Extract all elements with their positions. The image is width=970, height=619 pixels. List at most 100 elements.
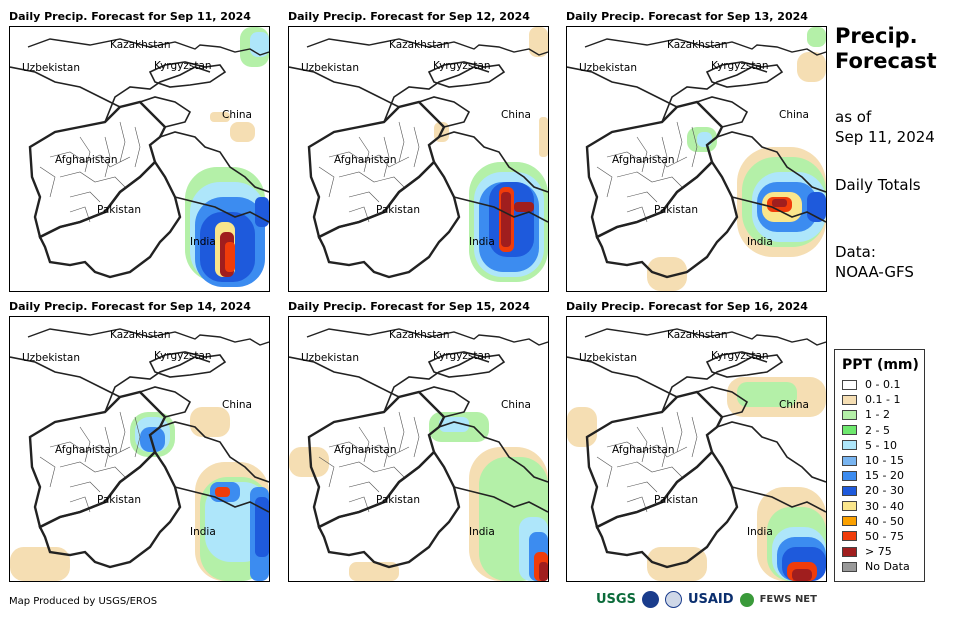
precip-area xyxy=(215,487,230,497)
province-boundaries xyxy=(596,411,698,513)
precip-area xyxy=(514,202,534,212)
country-label-china: China xyxy=(501,399,531,411)
legend-item: 0 - 0.1 xyxy=(842,377,924,392)
legend-label: 1 - 2 xyxy=(865,408,890,422)
partner-logos: USGS USAID FEWS NET xyxy=(596,591,817,608)
panel-title-4: Daily Precip. Forecast for Sep 14, 2024 xyxy=(9,300,251,313)
country-label-kyrgyzstan: Kyrgyzstan xyxy=(154,60,212,72)
legend-item: 5 - 10 xyxy=(842,438,924,453)
legend-label: 10 - 15 xyxy=(865,454,904,468)
panel-title-5: Daily Precip. Forecast for Sep 15, 2024 xyxy=(288,300,530,313)
province-boundaries xyxy=(596,121,698,223)
country-label-kazakhstan: Kazakhstan xyxy=(389,329,450,341)
country-label-afghanistan: Afghanistan xyxy=(334,154,397,166)
panel-title-3: Daily Precip. Forecast for Sep 13, 2024 xyxy=(566,10,808,23)
country-label-kyrgyzstan: Kyrgyzstan xyxy=(711,60,769,72)
country-label-pakistan: Pakistan xyxy=(97,204,141,216)
precip-area xyxy=(697,132,712,147)
country-border xyxy=(289,66,490,128)
legend-swatch xyxy=(842,470,857,481)
usgs-logo: USGS xyxy=(596,592,636,607)
legend-swatch xyxy=(842,531,857,542)
daily-totals-label: Daily Totals xyxy=(835,176,921,194)
country-label-uzbekistan: Uzbekistan xyxy=(22,352,80,364)
country-label-china: China xyxy=(501,109,531,121)
country-label-pakistan: Pakistan xyxy=(376,204,420,216)
precip-area xyxy=(772,199,787,207)
legend-swatch xyxy=(842,440,857,451)
as-of-date: as of Sep 11, 2024 xyxy=(835,107,935,147)
country-border xyxy=(317,450,461,569)
country-border xyxy=(317,160,461,279)
country-label-china: China xyxy=(779,399,809,411)
country-border xyxy=(28,390,167,529)
country-border xyxy=(585,390,724,529)
precip-area xyxy=(349,562,399,581)
province-boundaries xyxy=(39,121,141,223)
as-of-label: as of xyxy=(835,108,872,126)
country-border xyxy=(438,131,548,223)
precip-area xyxy=(255,197,269,227)
country-label-india: India xyxy=(190,236,216,248)
map-canvas: Kazakhstan Uzbekistan Kyrgyzstan China Afgha… xyxy=(289,328,548,581)
precip-area xyxy=(737,382,797,407)
legend-item: 40 - 50 xyxy=(842,514,924,529)
country-label-kyrgyzstan: Kyrgyzstan xyxy=(711,350,769,362)
map-canvas: Kazakhstan Uzbekistan Kyrgyzstan China Afgha… xyxy=(10,328,269,581)
country-label-kazakhstan: Kazakhstan xyxy=(667,39,728,51)
country-label-china: China xyxy=(222,399,252,411)
precip-area xyxy=(210,112,230,122)
panel-title-6: Daily Precip. Forecast for Sep 16, 2024 xyxy=(566,300,808,313)
precip-area xyxy=(792,569,812,581)
legend-item: 20 - 30 xyxy=(842,483,924,498)
country-label-kyrgyzstan: Kyrgyzstan xyxy=(433,60,491,72)
legend-swatch xyxy=(842,409,857,420)
forecast-map-sep-14: Kazakhstan Uzbekistan Kyrgyzstan China Afgha… xyxy=(9,316,270,582)
precip-area xyxy=(807,27,826,47)
country-label-kazakhstan: Kazakhstan xyxy=(389,39,450,51)
legend-label: 5 - 10 xyxy=(865,438,897,452)
footer-credit: Map Produced by USGS/EROS xyxy=(9,596,158,607)
country-label-pakistan: Pakistan xyxy=(654,494,698,506)
panel-title-1: Daily Precip. Forecast for Sep 11, 2024 xyxy=(9,10,251,23)
country-label-afghanistan: Afghanistan xyxy=(612,154,675,166)
legend-item: 1 - 2 xyxy=(842,407,924,422)
legend-label: > 75 xyxy=(865,545,892,559)
country-border xyxy=(716,131,826,223)
country-label-afghanistan: Afghanistan xyxy=(55,444,118,456)
legend-item: 50 - 75 xyxy=(842,529,924,544)
precip-area xyxy=(255,497,269,557)
country-label-india: India xyxy=(469,526,495,538)
legend-swatch xyxy=(842,546,857,557)
panel-title-2: Daily Precip. Forecast for Sep 12, 2024 xyxy=(288,10,530,23)
kazakhstan-border xyxy=(584,38,826,56)
precip-area xyxy=(797,52,826,82)
country-border xyxy=(28,100,167,239)
usaid-logo: USAID xyxy=(687,592,734,607)
precip-area xyxy=(567,407,597,447)
country-border xyxy=(10,66,211,128)
precip-area xyxy=(529,27,548,57)
country-label-uzbekistan: Uzbekistan xyxy=(579,352,637,364)
legend-swatch xyxy=(842,501,857,512)
country-label-india: India xyxy=(469,236,495,248)
province-boundaries xyxy=(39,411,141,513)
forecast-map-sep-12: Kazakhstan Uzbekistan Kyrgyzstan China Afgha… xyxy=(288,26,549,292)
country-label-kazakhstan: Kazakhstan xyxy=(110,329,171,341)
country-label-kyrgyzstan: Kyrgyzstan xyxy=(154,350,212,362)
kazakhstan-border xyxy=(306,328,548,346)
province-boundaries xyxy=(318,411,420,513)
legend-item: 15 - 20 xyxy=(842,468,924,483)
country-border xyxy=(307,100,446,239)
country-label-china: China xyxy=(222,109,252,121)
legend-item: 0.1 - 1 xyxy=(842,392,924,407)
country-label-uzbekistan: Uzbekistan xyxy=(579,62,637,74)
fews-globe-icon xyxy=(739,592,754,607)
legend-label: No Data xyxy=(865,560,910,574)
forecast-map-sep-16: Kazakhstan Uzbekistan Kyrgyzstan China Afgha… xyxy=(566,316,827,582)
country-border xyxy=(705,351,784,378)
noaa-logo-icon xyxy=(641,591,659,608)
country-border xyxy=(148,351,227,378)
country-label-china: China xyxy=(779,109,809,121)
